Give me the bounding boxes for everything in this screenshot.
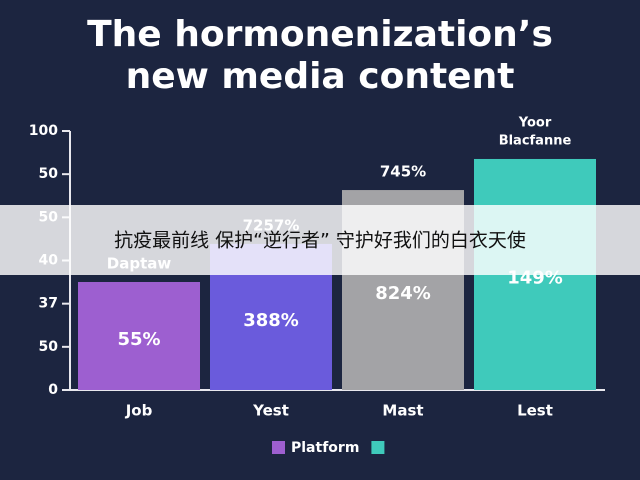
banner-text: 抗疫最前线 保护“逆行者” 守护好我们的白衣天使 — [114, 230, 526, 252]
legend-swatch — [371, 441, 385, 454]
top-label: Yoor — [518, 115, 552, 130]
banner — [0, 205, 640, 275]
legend-label: Platform — [291, 440, 359, 456]
bar-label: 824% — [375, 283, 431, 304]
y-tick-label: 50 — [39, 166, 59, 182]
y-tick-label: 50 — [39, 339, 59, 355]
top-label: Blacfanne — [499, 133, 572, 148]
chart-title: The hormonenization’s — [87, 14, 553, 55]
y-tick-label: 37 — [39, 296, 58, 312]
x-tick-label: Yest — [252, 402, 289, 420]
bar — [78, 281, 200, 390]
x-tick-label: Lest — [517, 402, 553, 420]
bar-label: 388% — [243, 310, 299, 331]
legend-swatch — [272, 441, 285, 454]
top-label: 745% — [380, 163, 426, 181]
chart-title: new media content — [126, 56, 515, 97]
y-tick-label: 0 — [48, 382, 58, 398]
x-tick-label: Job — [125, 402, 153, 420]
bar-label: 55% — [117, 329, 160, 350]
y-tick-label: 100 — [29, 123, 58, 139]
x-tick-label: Mast — [382, 402, 423, 420]
